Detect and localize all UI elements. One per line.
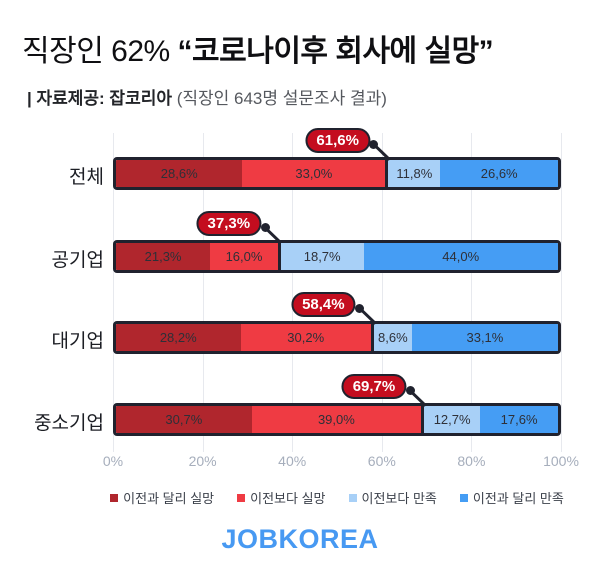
category-label: 대기업	[51, 331, 104, 352]
bar-segment: 18,7%	[280, 243, 364, 270]
grid-line	[471, 133, 473, 452]
legend-swatch	[110, 493, 119, 502]
x-axis: 0% 20% 40% 60% 80% 100%	[103, 453, 579, 473]
legend-swatch	[348, 493, 357, 502]
axis-tick-label: 20%	[188, 453, 217, 469]
bar-segment: 28,6%	[116, 160, 243, 187]
grid-line	[113, 133, 114, 452]
legend: 이전과 달리 실망 이전보다 실망 이전보다 만족 이전과 달리 만족	[110, 488, 564, 507]
title-bold-part: “코로나이후 회사에 실망”	[177, 35, 494, 68]
axis-tick-label: 60%	[367, 453, 396, 469]
callout-badge: 58,4%	[291, 292, 356, 317]
callout-dot	[369, 139, 379, 149]
bar-segment: 21,3%	[116, 243, 211, 270]
bar-segment: 44,0%	[363, 243, 558, 270]
legend-label: 이전과 달리 실망	[123, 491, 215, 506]
callout-dot	[355, 303, 365, 313]
axis-tick-label: 80%	[457, 453, 486, 469]
grid-line	[561, 133, 562, 452]
category-label: 전체	[69, 167, 104, 188]
callout-badge: 69,7%	[341, 374, 407, 399]
grid-line	[202, 133, 204, 452]
legend-item: 이전과 달리 실망	[110, 488, 214, 507]
bar-row: 30,7% 39,0% 12,7% 17,6%	[113, 403, 561, 436]
axis-tick-label: 40%	[278, 453, 307, 469]
jobkorea-logo: JOBKOREA	[221, 524, 379, 554]
bar-segment: 30,7%	[116, 406, 252, 433]
callout-dot	[260, 222, 270, 232]
category-label: 중소기업	[34, 413, 104, 434]
bar-segment: 30,2%	[240, 324, 374, 351]
legend-item: 이전보다 실망	[237, 488, 326, 507]
bar-segment: 16,0%	[210, 243, 281, 270]
legend-label: 이전보다 실망	[250, 491, 326, 506]
axis-tick-label: 0%	[102, 453, 124, 469]
plot-area: 28,6% 33,0% 11,8% 26,6% 61,6% 21,3% 16,0% 18,7%…	[113, 128, 562, 452]
bar-segment: 26,6%	[440, 160, 558, 187]
category-label: 공기업	[51, 250, 104, 271]
bar-segment: 28,2%	[116, 324, 241, 351]
callout-dot	[405, 385, 415, 395]
bar-segment: 12,7%	[424, 406, 481, 433]
title-regular-part: 직장인 62%	[22, 35, 178, 68]
bar-segment: 17,6%	[480, 406, 558, 433]
legend-label: 이전과 달리 만족	[472, 491, 564, 506]
bar-segment: 8,6%	[373, 324, 412, 351]
bar-row: 21,3% 16,0% 18,7% 44,0%	[113, 240, 561, 273]
legend-item: 이전보다 만족	[348, 488, 437, 507]
page-title: 직장인 62% “코로나이후 회사에 실망”	[22, 26, 588, 70]
bar-row: 28,2% 30,2% 8,6% 33,1%	[113, 321, 561, 354]
legend-item: 이전과 달리 만족	[459, 488, 564, 507]
axis-tick-label: 100%	[543, 453, 579, 469]
bar-segment: 33,0%	[242, 160, 389, 187]
bar-segment: 39,0%	[251, 406, 425, 433]
legend-label: 이전보다 만족	[361, 491, 437, 506]
subtitle-detail: (직장인 643명 설문조사 결과)	[171, 89, 387, 108]
callout-badge: 37,3%	[196, 211, 262, 236]
grid-line	[381, 133, 383, 452]
legend-swatch	[237, 493, 246, 502]
bar-row: 28,6% 33,0% 11,8% 26,6%	[113, 157, 561, 190]
subtitle: | 자료제공: 잡코리아 (직장인 643명 설문조사 결과)	[27, 84, 387, 109]
bar-segment: 11,8%	[388, 160, 441, 187]
subtitle-source: | 자료제공: 잡코리아	[27, 89, 172, 108]
grid-line	[292, 133, 294, 452]
bar-segment: 33,1%	[411, 324, 558, 351]
legend-swatch	[459, 493, 468, 502]
callout-badge: 61,6%	[305, 128, 370, 153]
